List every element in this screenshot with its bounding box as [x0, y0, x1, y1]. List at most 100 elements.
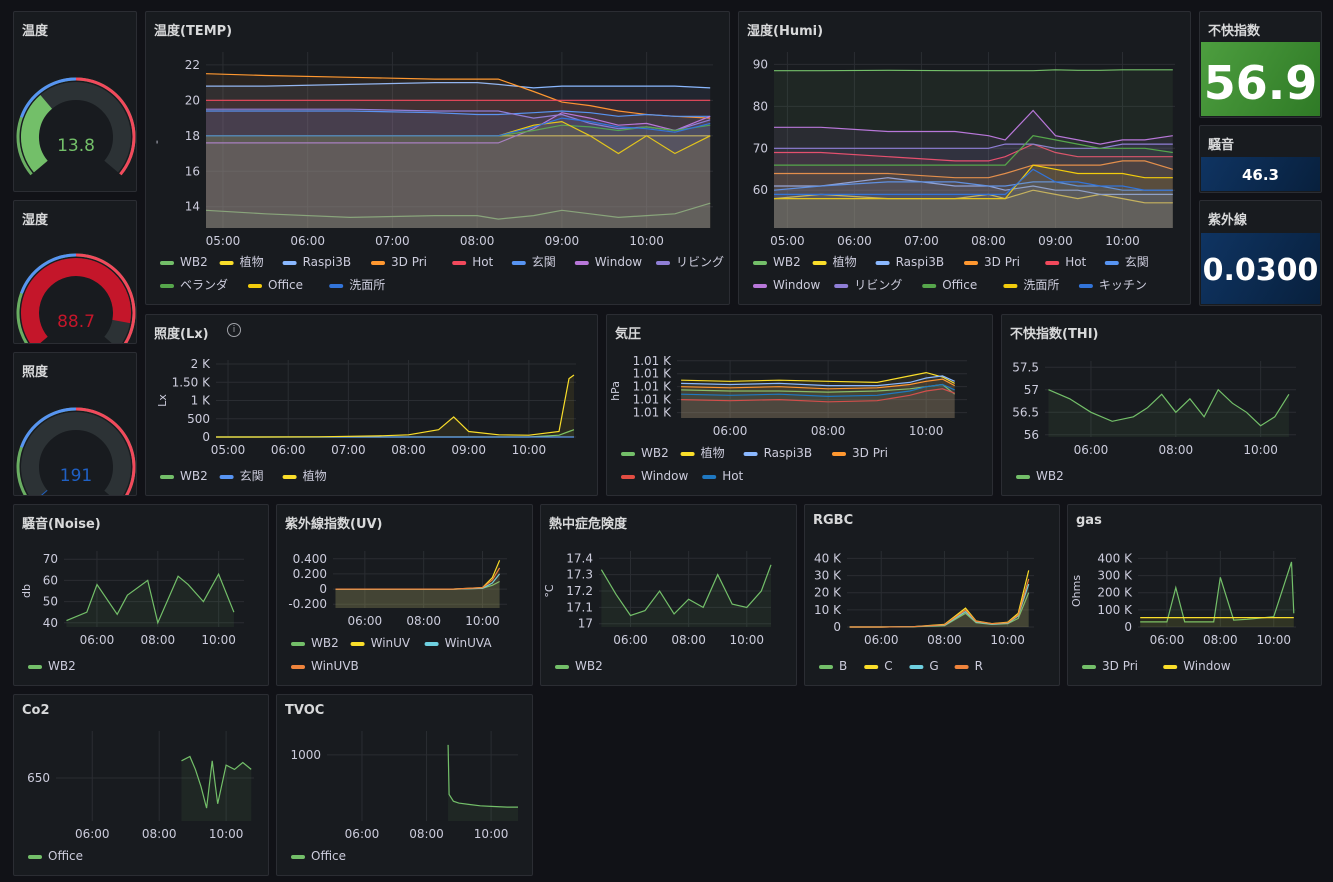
legend-item: WinUVB [311, 659, 359, 673]
y-tick-label: 17 [578, 617, 593, 631]
x-tick-label: 05:00 [206, 234, 241, 248]
y-tick-label: 22 [185, 58, 200, 72]
legend-swatch [621, 452, 635, 456]
co2-chart: 650 06:00 08:00 10:00 Office [27, 731, 254, 863]
stat-value: 56.9 [1203, 56, 1318, 110]
legend-item: WB2 [1036, 469, 1064, 483]
humidity-gauge-panel[interactable]: 湿度 88.7 [13, 200, 137, 344]
x-tick-label: 10:00 [629, 234, 664, 248]
series-line [335, 573, 501, 590]
x-tick-label: 08:00 [971, 234, 1006, 248]
panel-title: 騒音(Noise) [22, 517, 101, 532]
panel-title: Co2 [22, 703, 50, 718]
legend-swatch [1045, 261, 1060, 265]
legend-item: リビング [676, 255, 724, 269]
panel-title: 紫外線 [1208, 213, 1248, 228]
x-tick-label: 06:00 [1150, 633, 1185, 647]
temperature-gauge: 13.8 [16, 77, 136, 176]
legend-item: 洗面所 [1023, 278, 1059, 292]
x-tick-label: 09:00 [1038, 234, 1073, 248]
legend-item: ベランダ [180, 277, 228, 292]
series-line [774, 135, 1173, 166]
panel-title: 温度(TEMP) [154, 24, 233, 39]
series-line [681, 375, 955, 387]
legend-swatch [922, 284, 937, 288]
legend-item: G [929, 659, 938, 673]
humidity-chart-panel[interactable]: 湿度(Humi) 60 70 80 90 05:00 06:00 07:00 08:00 09:… [738, 11, 1191, 305]
x-tick-label: 05:00 [770, 234, 805, 248]
series-area [335, 573, 500, 608]
rgbc-chart-panel[interactable]: RGBC 0 10 K 20 K 30 K 40 K 06:00 08:00 10:00 B C G… [804, 504, 1060, 686]
noise-stat-panel[interactable]: 騒音 46.3 [1199, 125, 1322, 193]
y-tick-label: 40 [43, 616, 58, 630]
x-tick-label: 10:00 [1105, 234, 1140, 248]
illuminance-gauge-panel[interactable]: 照度 191 [13, 352, 137, 496]
noise-chart: 40 50 60 70 06:00 08:00 10:00 db WB2 [20, 551, 244, 673]
uv-stat-panel[interactable]: 紫外線 0.0300 [1199, 200, 1322, 306]
heat-risk-chart-panel[interactable]: 熱中症危険度 17 17.1 17.2 17.3 17.4 06:00 08:00 10:00… [540, 504, 797, 686]
y-axis-label: - [150, 140, 163, 144]
series-area [681, 384, 955, 418]
x-tick-label: 08:00 [927, 633, 962, 647]
series-line [66, 572, 235, 625]
info-icon[interactable]: i [227, 323, 241, 337]
y-tick-label: 80 [753, 99, 768, 113]
x-tick-label: 08:00 [409, 827, 444, 841]
x-tick-label: 08:00 [141, 633, 176, 647]
legend-swatch [832, 452, 846, 456]
legend-item: Window [641, 469, 689, 483]
y-tick-label: 1.01 K [633, 354, 673, 368]
series-line [206, 117, 711, 137]
uv-chart-panel[interactable]: 紫外線指数(UV) -0.200 0 0.200 0.400 06:00 08:00 10:… [276, 504, 533, 686]
thi-chart-panel[interactable]: 不快指数(THI) 56 56.5 57 57.5 06:00 08:00 10:00 WB2 [1001, 314, 1322, 496]
series-area [206, 125, 711, 228]
series-line [205, 202, 711, 220]
legend-item: WB2 [575, 659, 603, 673]
legend-swatch [424, 642, 439, 646]
series-area [774, 190, 1173, 228]
gas-chart-panel[interactable]: gas 0 100 K 200 K 300 K 400 K 06:00 08:00 10:00… [1067, 504, 1322, 686]
panel-title: 熱中症危険度 [549, 517, 628, 532]
legend-swatch [291, 665, 305, 669]
y-tick-label: 0 [202, 430, 210, 444]
noise-chart-panel[interactable]: 騒音(Noise) 40 50 60 70 06:00 08:00 10:00 db WB2 [13, 504, 269, 686]
series-area [206, 111, 711, 228]
y-tick-label: 40 K [814, 551, 842, 565]
x-tick-label: 06:00 [348, 614, 383, 628]
x-tick-label: 06:00 [80, 633, 115, 647]
gauge-value: 13.8 [57, 136, 95, 156]
pressure-chart-panel[interactable]: 気圧 1.01 K 1.01 K 1.01 K 1.01 K 1.01 K 06:00 08… [606, 314, 993, 496]
temperature-chart-panel[interactable]: 温度(TEMP) 14 16 18 20 22 05:00 06:00 07:00 08:00 0… [145, 11, 730, 305]
y-tick-label: 17.2 [566, 584, 593, 598]
illuminance-chart-panel[interactable]: 照度(Lx) i 0 500 1 K 1.50 K 2 K 05:00 06:00 07:00… [145, 314, 598, 496]
series-area [335, 567, 500, 608]
series-area [774, 135, 1173, 228]
y-tick-label: 100 K [1097, 603, 1133, 617]
y-tick-label: 500 [187, 412, 210, 426]
x-tick-label: 06:00 [271, 443, 306, 457]
x-tick-label: 08:00 [406, 614, 441, 628]
x-tick-label: 08:00 [671, 633, 706, 647]
series-area [206, 82, 711, 228]
temperature-gauge-panel[interactable]: 温度 13.8 [13, 11, 137, 192]
y-tick-label: 1 K [191, 394, 211, 408]
threshold-arc [75, 77, 136, 176]
legend-swatch [28, 855, 42, 859]
tvoc-chart-panel[interactable]: TVOC 1000 06:00 08:00 10:00 Office [276, 694, 533, 876]
temperature-chart: 14 16 18 20 22 05:00 06:00 07:00 08:00 09:00 10:00… [150, 52, 724, 292]
series-area [206, 118, 711, 228]
co2-chart-panel[interactable]: Co2 650 06:00 08:00 10:00 Office [13, 694, 269, 876]
legend-swatch [160, 475, 174, 479]
legend-item: 3D Pri [984, 255, 1020, 269]
x-tick-label: 06:00 [613, 633, 648, 647]
legend-swatch [864, 665, 879, 669]
y-tick-label: 60 [753, 183, 768, 197]
legend-swatch [329, 284, 344, 288]
series-area [774, 181, 1173, 228]
legend-swatch [1003, 284, 1018, 288]
discomfort-stat-panel[interactable]: 不快指数 56.9 [1199, 11, 1322, 118]
x-tick-label: 10:00 [512, 443, 547, 457]
x-tick-label: 08:00 [391, 443, 426, 457]
legend-item: WB2 [180, 469, 208, 483]
series-area [206, 109, 711, 228]
